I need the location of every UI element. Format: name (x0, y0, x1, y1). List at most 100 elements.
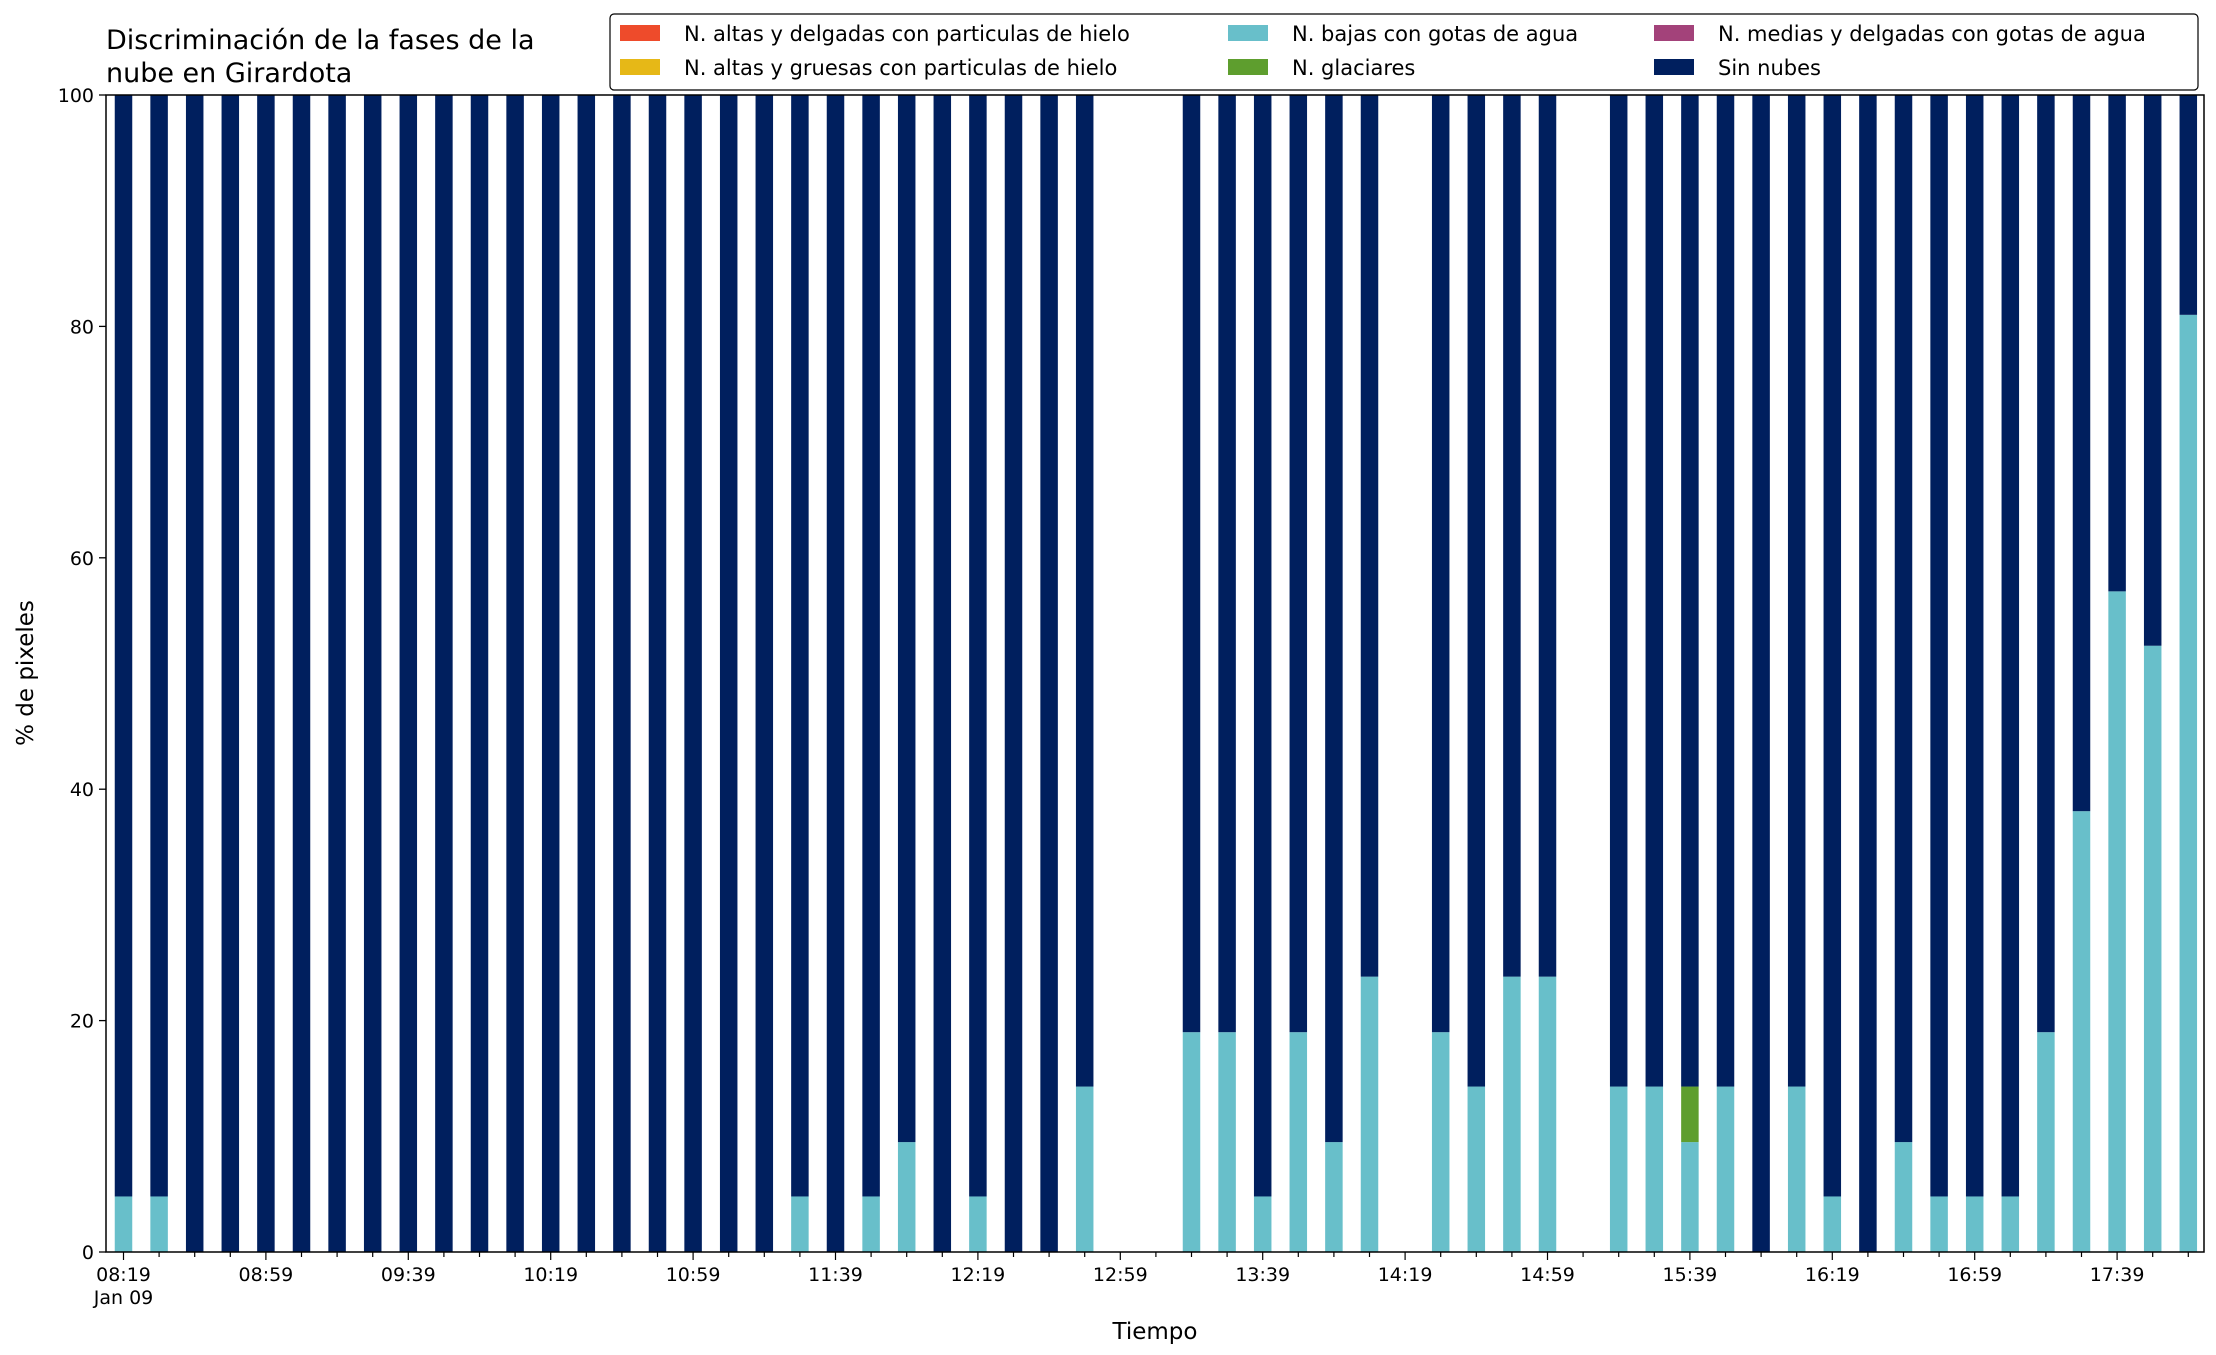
bar-segment-39-series-2 (1503, 976, 1521, 1252)
legend: N. altas y delgadas con particulas de hi… (609, 13, 2199, 91)
bar-segment-0-series-2 (114, 1196, 133, 1252)
bar-segment-6-series-5 (328, 95, 346, 1252)
bar-segment-30-series-5 (1182, 95, 1201, 1033)
bar-segment-23-series-5 (933, 95, 952, 1252)
y-tick-label-80: 80 (70, 316, 94, 338)
y-tick-label-20: 20 (70, 1011, 94, 1033)
bar-segment-57-series-5 (2143, 95, 2162, 646)
x-tick-label-0819: 08:19 (96, 1264, 151, 1286)
bar-segment-12-series-5 (541, 95, 560, 1252)
bar-segment-51-series-5 (1930, 95, 1948, 1197)
bar-segment-54-series-5 (2037, 95, 2055, 1033)
bar-segment-24-series-2 (969, 1196, 987, 1252)
y-tick-label-60: 60 (70, 548, 94, 570)
bar-segment-55-series-2 (2072, 811, 2091, 1252)
bar-segment-26-series-5 (1040, 95, 1058, 1252)
x-tick-label-1219: 12:19 (951, 1264, 1006, 1286)
bar-segment-44-series-5 (1681, 95, 1699, 1087)
x-tick-label-1459: 14:59 (1520, 1264, 1575, 1286)
bar-segment-45-series-2 (1716, 1086, 1735, 1252)
bar-segment-33-series-2 (1289, 1032, 1308, 1252)
bar-segment-35-series-5 (1360, 95, 1379, 977)
bar-segment-8-series-5 (399, 95, 418, 1252)
bar-segment-2-series-5 (185, 95, 204, 1252)
bar-segment-34-series-5 (1325, 95, 1343, 1143)
x-axis-label: Tiempo (1112, 1319, 1198, 1345)
legend-swatch-1 (620, 59, 660, 75)
bar-segment-10-series-5 (470, 95, 489, 1252)
bar-segment-48-series-5 (1823, 95, 1842, 1197)
bar-segment-32-series-2 (1253, 1196, 1272, 1252)
legend-swatch-0 (620, 25, 660, 41)
bar-segment-32-series-5 (1253, 95, 1272, 1197)
y-tick-label-0: 0 (82, 1242, 94, 1264)
legend-frame (609, 13, 2199, 91)
x-tick-label-1059: 10:59 (666, 1264, 721, 1286)
bar-segment-57-series-2 (2143, 645, 2162, 1252)
bar-segment-1-series-5 (150, 95, 168, 1197)
bar-segment-31-series-2 (1218, 1032, 1236, 1252)
bar-segment-42-series-5 (1609, 95, 1628, 1087)
bar-segment-46-series-5 (1752, 95, 1770, 1252)
bar-segment-24-series-5 (969, 95, 987, 1197)
bar-segment-35-series-2 (1360, 976, 1379, 1252)
bar-segment-53-series-2 (2001, 1196, 2020, 1252)
x-tick-label-1739: 17:39 (2090, 1264, 2145, 1286)
bar-segment-48-series-2 (1823, 1196, 1842, 1252)
bar-segment-45-series-5 (1716, 95, 1735, 1087)
bar-segment-50-series-2 (1894, 1142, 1913, 1252)
x-tick-label-0859: 08:59 (239, 1264, 294, 1286)
legend-label-5: Sin nubes (1718, 56, 1821, 80)
bar-segment-3-series-5 (221, 95, 240, 1252)
bar-segment-52-series-2 (1965, 1196, 1984, 1252)
legend-label-4: N. medias y delgadas con gotas de agua (1718, 22, 2146, 46)
bar-segment-47-series-5 (1787, 95, 1806, 1087)
x-tick-label-1419: 14:19 (1378, 1264, 1433, 1286)
bar-segment-43-series-5 (1645, 95, 1664, 1087)
bar-segment-53-series-5 (2001, 95, 2020, 1197)
legend-label-3: N. glaciares (1292, 56, 1415, 80)
y-tick-label-100: 100 (58, 85, 94, 107)
bar-segment-25-series-5 (1004, 95, 1023, 1252)
bar-segment-38-series-2 (1467, 1086, 1486, 1252)
bar-segment-21-series-5 (862, 95, 880, 1197)
bar-segment-15-series-5 (648, 95, 667, 1252)
x-tick-label-1659: 16:59 (1947, 1264, 2002, 1286)
bars-layer (114, 95, 2198, 1253)
bar-segment-31-series-5 (1218, 95, 1236, 1033)
chart-title: Discriminación de la fases de la nube en… (106, 25, 535, 89)
y-axis-ticks: 0 20 40 60 80 100 (58, 85, 106, 1264)
legend-label-1: N. altas y gruesas con particulas de hie… (684, 56, 1117, 80)
x-tick-sublabel-date: Jan 09 (93, 1287, 154, 1309)
legend-swatch-2 (1228, 25, 1268, 41)
bar-segment-18-series-5 (755, 95, 774, 1252)
bar-segment-7-series-5 (363, 95, 382, 1252)
y-axis-label: % de pixeles (13, 600, 39, 746)
x-tick-label-1619: 16:19 (1805, 1264, 1860, 1286)
bar-segment-44-series-3 (1681, 1086, 1699, 1143)
bar-segment-11-series-5 (506, 95, 524, 1252)
bar-segment-21-series-2 (862, 1196, 880, 1252)
y-tick-label-40: 40 (70, 779, 94, 801)
bar-segment-34-series-2 (1325, 1142, 1343, 1252)
bar-segment-47-series-2 (1787, 1086, 1806, 1252)
bar-segment-9-series-5 (435, 95, 453, 1252)
legend-label-2: N. bajas con gotas de agua (1292, 22, 1578, 46)
bar-segment-5-series-5 (292, 95, 311, 1252)
bar-segment-37-series-5 (1431, 95, 1450, 1033)
chart-title-line-2: nube en Girardota (106, 58, 352, 89)
x-tick-label-1139: 11:39 (808, 1264, 863, 1286)
bar-segment-1-series-2 (150, 1196, 168, 1252)
legend-swatch-4 (1654, 25, 1694, 41)
bar-segment-20-series-5 (826, 95, 845, 1252)
bar-segment-39-series-5 (1503, 95, 1521, 977)
legend-swatch-3 (1228, 59, 1268, 75)
bar-segment-17-series-5 (719, 95, 738, 1252)
bar-segment-37-series-2 (1431, 1032, 1450, 1252)
bar-segment-22-series-2 (897, 1142, 916, 1252)
legend-swatch-5 (1654, 59, 1694, 75)
bar-segment-42-series-2 (1609, 1086, 1628, 1252)
x-tick-label-1259: 12:59 (1093, 1264, 1148, 1286)
